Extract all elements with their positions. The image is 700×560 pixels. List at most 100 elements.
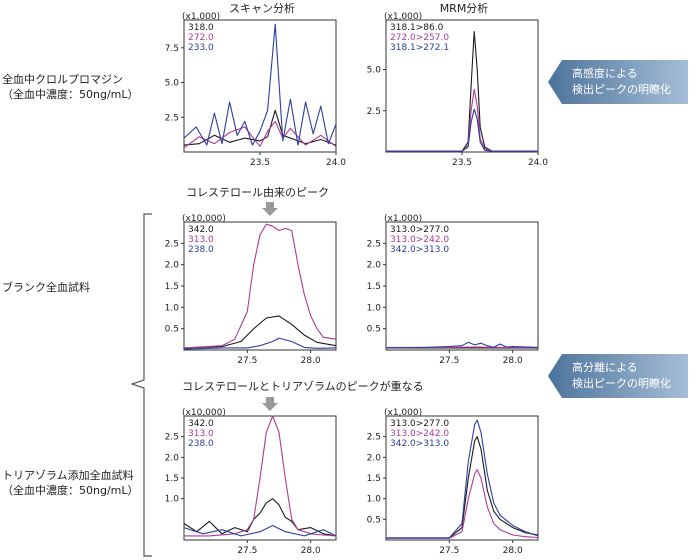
x-tick-label: 28.0 [503, 546, 523, 556]
legend-entry: 313.0>277.0 [390, 419, 449, 429]
row-label-line: （全血中濃度：50ng/mL） [2, 484, 139, 497]
y-tick-label: 0.5 [367, 515, 381, 525]
x-tick-label: 24.0 [326, 158, 346, 168]
callout-line: 高分離による [572, 361, 638, 374]
x-tick-label: 27.5 [237, 356, 257, 366]
scan-column-title: スキャン分析 [229, 2, 295, 15]
y-tick-label: 2.0 [367, 261, 382, 271]
x-tick-label: 24.0 [528, 158, 548, 168]
series-line [386, 419, 539, 539]
row-label-line: 全血中クロルプロマジン [2, 73, 123, 86]
series-line [386, 88, 538, 152]
y-tick-label: 1.0 [165, 495, 180, 505]
series-line [386, 108, 538, 152]
series-line [183, 120, 337, 149]
series-line [183, 498, 337, 537]
series-line [386, 469, 539, 539]
y-tick-label: 0.5 [165, 325, 179, 335]
chart-mrm-blank: (x1,000) 0.5 1.0 1.5 2.0 2.5 27.5 28.0 313.0>277… [367, 214, 539, 366]
y-tick-label: 0.5 [367, 325, 381, 335]
legend-entry: 313.0>242.0 [390, 235, 449, 245]
x-tick-label: 23.5 [250, 158, 270, 168]
series-line [386, 30, 538, 152]
callout-line: 高感度による [572, 67, 638, 80]
chart-scan-blank: (x10,000) 0.5 1.0 1.5 2.0 2.5 27.5 28.0 342.0313… [165, 214, 337, 366]
callout-sensitivity: 高感度による 検出ピークの明瞭化 [548, 60, 688, 104]
callout-shape [548, 60, 688, 104]
legend-entry: 313.0>242.0 [390, 429, 449, 439]
y-tick-label: 2.0 [165, 453, 180, 463]
y-tick-label: 1.5 [367, 474, 381, 484]
x-tick-label: 23.5 [452, 158, 472, 168]
series-line [183, 337, 337, 350]
y-tick-label: 2.5 [165, 113, 179, 123]
scale-label: (x10,000) [182, 214, 226, 224]
legend-entry: 342.0>313.0 [390, 245, 449, 255]
row-label-chlorpromazine: 全血中クロルプロマジン （全血中濃度：50ng/mL） [2, 72, 139, 102]
x-tick-label: 28.0 [301, 546, 321, 556]
x-tick-label: 27.5 [237, 546, 257, 556]
mrm-column-title: MRM分析 [439, 2, 489, 15]
y-tick-label: 7.5 [165, 44, 179, 54]
row-bracket [130, 213, 152, 557]
series-line [183, 23, 337, 146]
legend-entry: 272.0>257.0 [390, 33, 449, 43]
legend-entry: 318.1>86.0 [390, 23, 444, 33]
y-tick-label: 1.0 [165, 303, 180, 313]
callout-shape [548, 354, 688, 398]
row-label-blank: ブランク全血試料 [2, 280, 90, 295]
series-line [385, 341, 539, 349]
series-line [184, 415, 337, 537]
scale-label: (x1,000) [384, 408, 422, 418]
legend-entry: 313.0 [188, 429, 214, 439]
y-tick-label: 2.5 [367, 239, 381, 249]
legend-entry: 238.0 [188, 439, 214, 449]
y-tick-label: 2.5 [367, 107, 381, 117]
y-tick-label: 2.5 [165, 239, 179, 249]
y-tick-label: 1.0 [367, 303, 382, 313]
legend-entry: 342.0>313.0 [390, 439, 449, 449]
callout-text: 高分離による 検出ピークの明瞭化 [572, 360, 671, 392]
y-tick-label: 2.0 [165, 261, 180, 271]
y-tick-label: 2.5 [367, 433, 381, 443]
callout-text: 高感度による 検出ピークの明瞭化 [572, 66, 671, 98]
chart-mrm-chlorpromazine: (x1,000) 2.5 5.0 23.5 24.0 318.1>86.0272.0>25… [367, 12, 549, 168]
cholesterol-note: コレステロール由来のピーク [186, 186, 329, 199]
x-tick-label: 28.0 [301, 356, 321, 366]
legend-entry: 238.0 [188, 245, 214, 255]
down-arrow-icon [262, 202, 278, 216]
legend-entry: 342.0 [188, 225, 214, 235]
legend-entry: 318.1>272.1 [390, 43, 449, 53]
series-line [386, 436, 539, 539]
overlap-note: コレステロールとトリアゾラムのピークが重なる [182, 380, 424, 393]
down-arrow-icon [262, 397, 278, 411]
legend-entry: 272.0 [188, 33, 214, 43]
row-label-line: トリアゾラム添加全血試料 [2, 469, 134, 482]
callout-line: 検出ピークの明瞭化 [572, 83, 671, 96]
row-label-triazolam: トリアゾラム添加全血試料 （全血中濃度：50ng/mL） [2, 468, 139, 498]
series-line [183, 315, 337, 349]
chart-scan-triazolam: (x10,000) 1.0 1.5 2.0 2.5 27.5 28.0 342.0313.02… [165, 408, 337, 556]
y-tick-label: 1.0 [367, 495, 382, 505]
y-tick-label: 1.5 [367, 282, 381, 292]
y-tick-label: 2.0 [367, 453, 382, 463]
legend-entry: 313.0 [188, 235, 214, 245]
x-tick-label: 28.0 [503, 356, 523, 366]
callout-separation: 高分離による 検出ピークの明瞭化 [548, 354, 688, 398]
y-tick-label: 5.0 [367, 66, 382, 76]
scale-label: (x1,000) [384, 12, 422, 22]
scale-label: (x10,000) [182, 408, 226, 418]
series-line [183, 524, 337, 537]
series-line [183, 109, 337, 146]
y-tick-label: 1.5 [165, 474, 179, 484]
row-label-line: ブランク全血試料 [2, 281, 90, 294]
scale-label: (x1,000) [384, 214, 422, 224]
y-tick-label: 5.0 [165, 79, 180, 89]
y-tick-label: 1.5 [165, 282, 179, 292]
legend-entry: 313.0>277.0 [390, 225, 449, 235]
callout-line: 検出ピークの明瞭化 [572, 377, 671, 390]
scale-label: (x1,000) [182, 12, 220, 22]
series-line [183, 223, 337, 349]
chart-mrm-triazolam: (x1,000) 0.5 1.0 1.5 2.0 2.5 27.5 28.0 313.0>277… [367, 408, 539, 556]
